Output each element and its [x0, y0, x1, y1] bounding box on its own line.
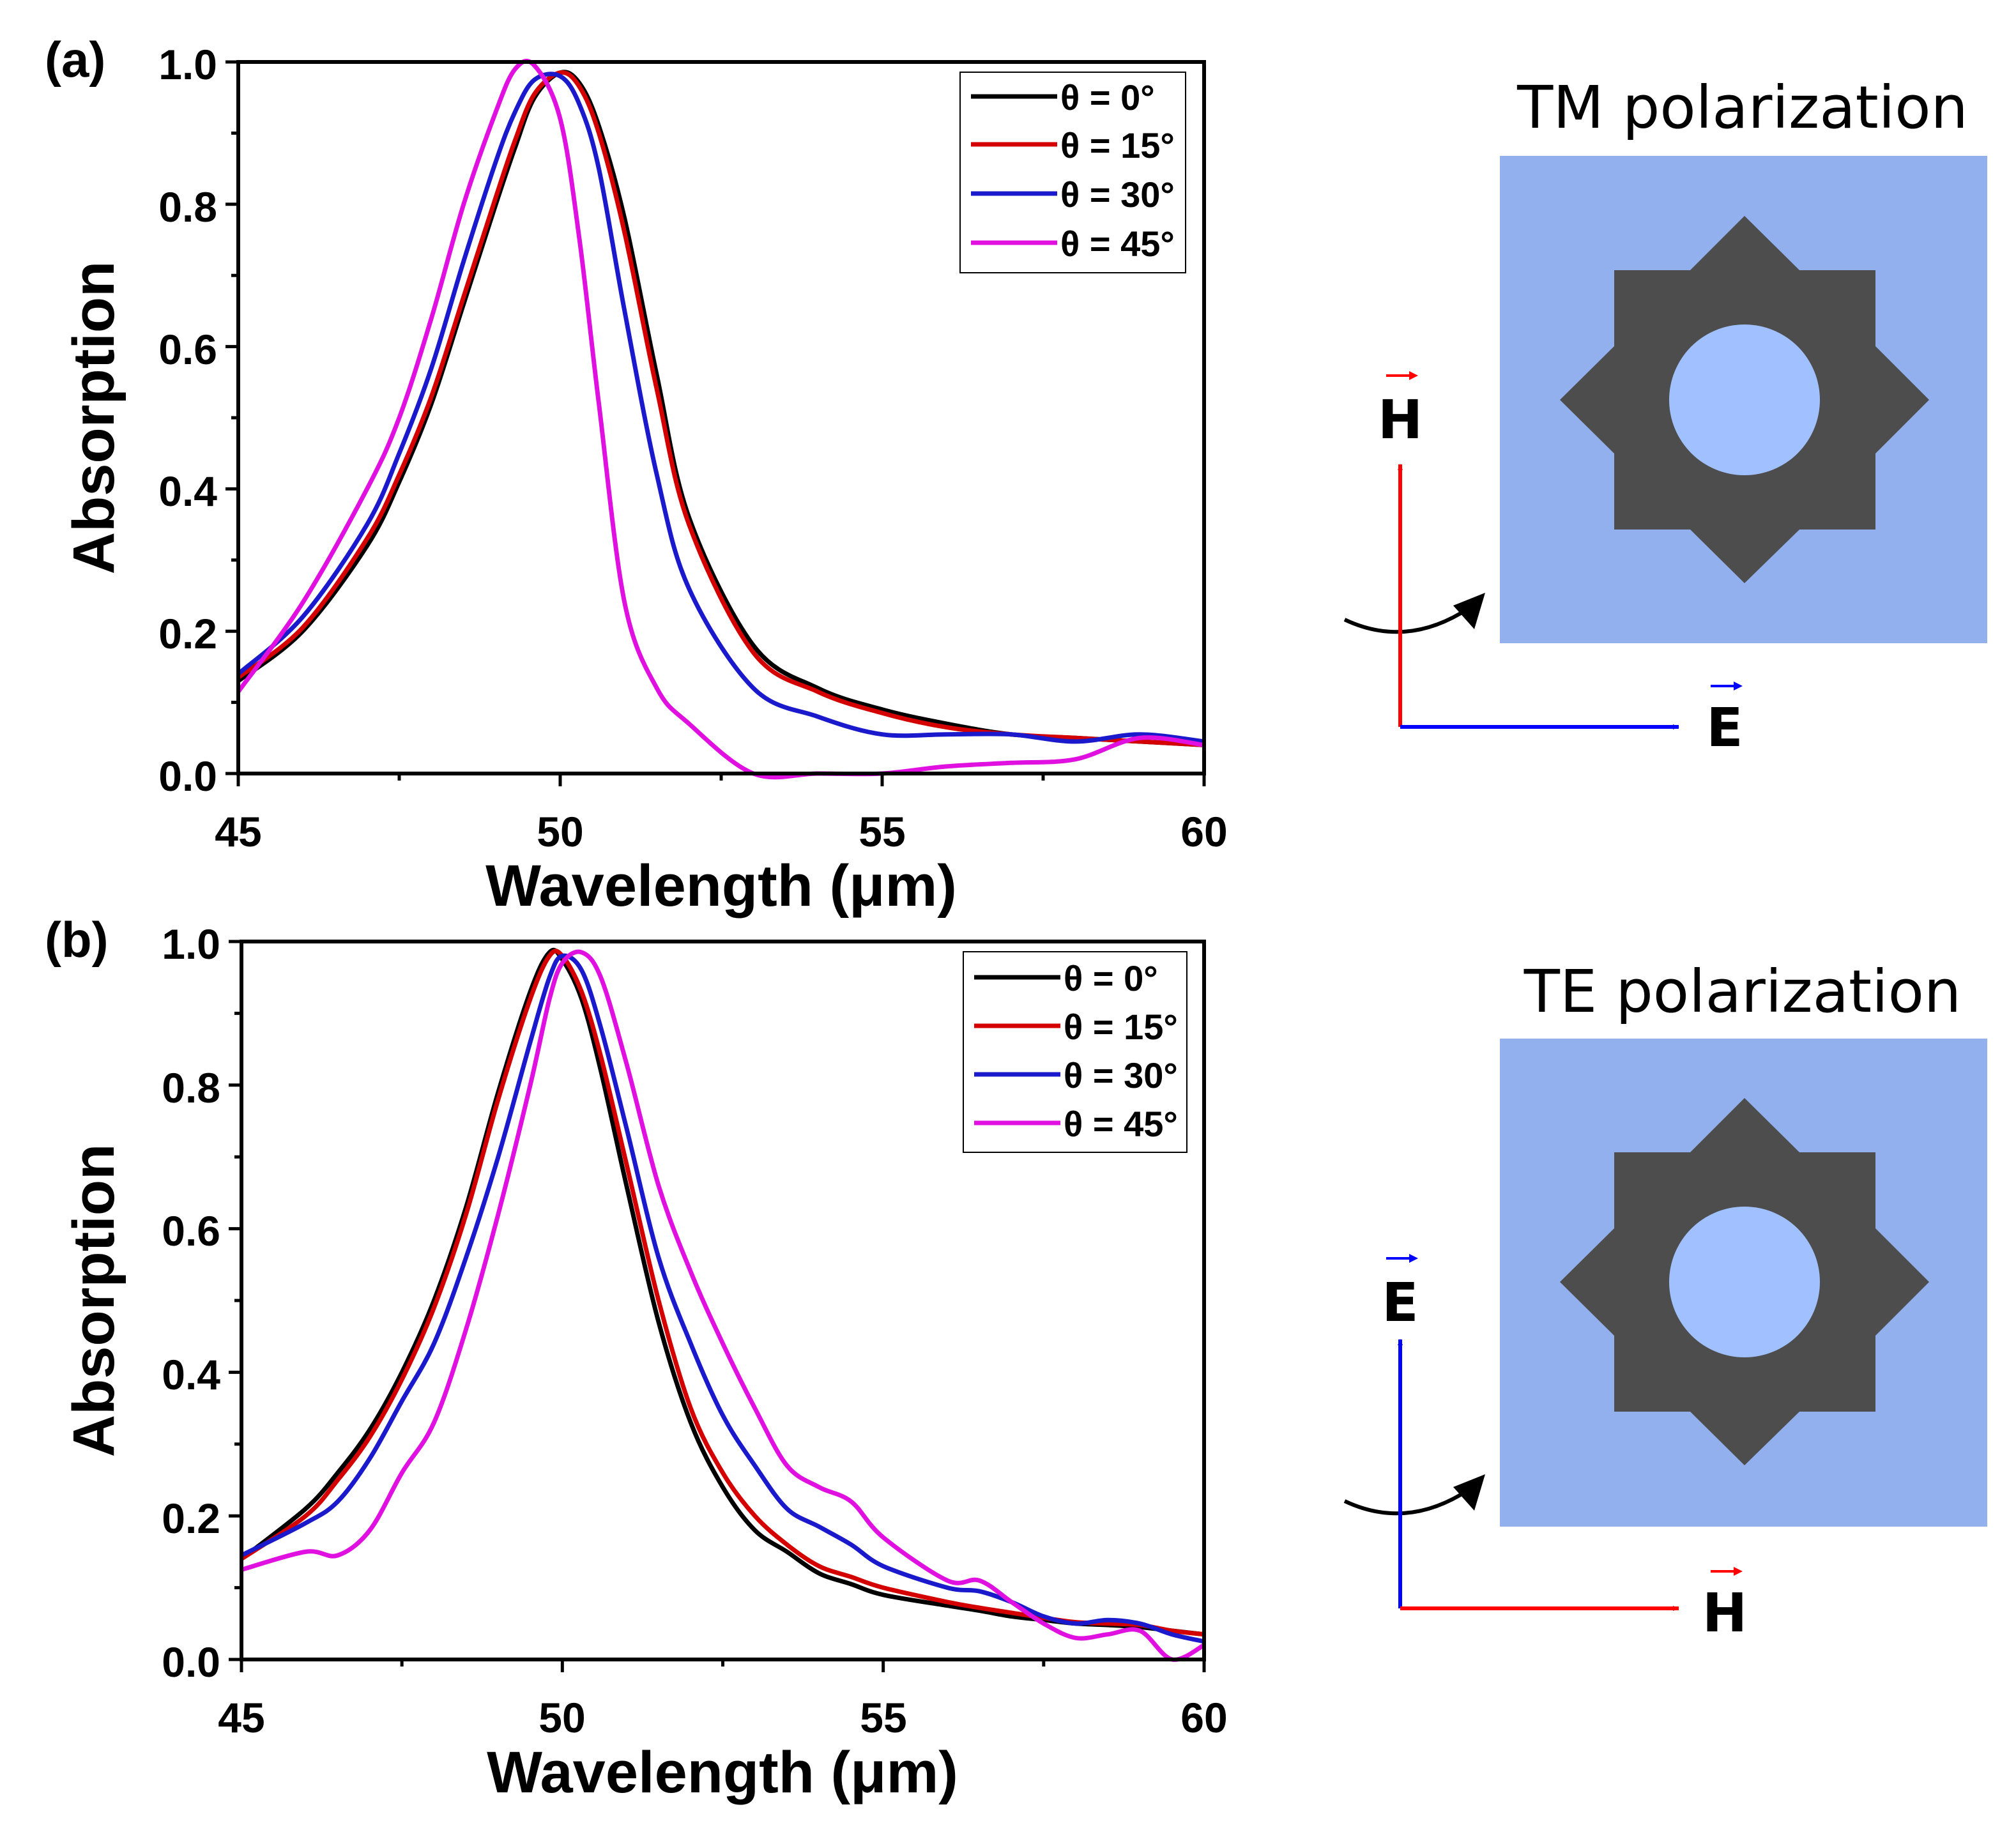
rotation-arrowhead-icon	[1453, 593, 1485, 629]
horizontal-field-label: H	[1702, 1582, 1747, 1644]
series-line-2	[236, 72, 1205, 744]
y-tick-label: 0.2	[158, 610, 217, 657]
ticks-layer	[225, 60, 1206, 786]
x-tick-label: 60	[1180, 808, 1227, 855]
rotation-arrow-icon	[1343, 1490, 1467, 1516]
rotation-arrow-icon	[1343, 608, 1467, 634]
y-tick-label: 0.0	[158, 752, 217, 800]
horizontal-field-label: E	[1706, 696, 1743, 759]
x-tick-labels: 45 50 55 60	[218, 1694, 1227, 1741]
y-tick-labels: 0.0 0.2 0.4 0.6 0.8 1.0	[158, 41, 217, 800]
schematic-te: TE polarization E H	[1343, 957, 1987, 1644]
x-tick-labels: 45 50 55 60	[215, 808, 1227, 855]
schematic-title: TE polarization	[1523, 957, 1961, 1026]
y-tick-label: 0.2	[162, 1495, 220, 1542]
legend-box	[959, 72, 1186, 273]
y-tick-label: 0.4	[158, 468, 217, 515]
y-tick-label: 0.6	[162, 1207, 220, 1255]
y-tick-label: 0.0	[162, 1638, 220, 1686]
schematic-title: TM polarization	[1516, 73, 1968, 142]
x-tick-label: 60	[1180, 1694, 1227, 1741]
legend: θ = 0° θ = 15° θ = 30° θ = 45°	[959, 72, 1186, 273]
vertical-field-label: E	[1382, 1271, 1418, 1334]
rotation-arrowhead-icon	[1453, 1474, 1485, 1511]
legend: θ = 0° θ = 15° θ = 30° θ = 45°	[963, 951, 1187, 1153]
vertical-field-label: H	[1378, 388, 1423, 451]
legend-label: θ = 30°	[1060, 174, 1175, 215]
center-hole	[1669, 1207, 1820, 1357]
y-tick-label: 0.4	[162, 1351, 220, 1398]
series-layer	[236, 58, 1205, 780]
legend-label: θ = 0°	[1064, 958, 1158, 998]
x-axis-label: Wavelength (μm)	[485, 853, 957, 919]
series-line-0	[236, 70, 1205, 747]
series-line-1	[240, 949, 1205, 1637]
legend-label: θ = 0°	[1060, 77, 1155, 118]
x-tick-label: 45	[215, 808, 261, 855]
y-axis-label: Absorption	[61, 1144, 126, 1458]
vector-arrowhead-icon	[1734, 682, 1743, 690]
y-tick-labels: 0.0 0.2 0.4 0.6 0.8 1.0	[162, 920, 220, 1686]
panel-label: (b)	[45, 912, 109, 968]
y-tick-label: 1.0	[162, 920, 220, 968]
legend-label: θ = 15°	[1064, 1007, 1178, 1047]
legend-label: θ = 15°	[1060, 125, 1175, 165]
x-tick-label: 50	[537, 808, 583, 855]
x-tick-label: 55	[859, 808, 905, 855]
x-tick-label: 45	[218, 1694, 264, 1741]
x-tick-label: 50	[538, 1694, 585, 1741]
series-line-3	[241, 949, 1205, 1662]
legend-box	[963, 951, 1187, 1153]
x-tick-label: 55	[860, 1694, 906, 1741]
legend-label: θ = 45°	[1060, 224, 1175, 264]
legend-label: θ = 45°	[1064, 1104, 1178, 1144]
legend-label: θ = 30°	[1064, 1055, 1178, 1095]
panel-a: (a) 0.0 0.2 0.4 0.6 0.8 1.0 45 50 55 60 …	[45, 31, 1228, 919]
vector-arrowhead-icon	[1409, 371, 1418, 380]
panel-b: (b) 0.0 0.2 0.4 0.6 0.8 1.0 45 50 55 60 …	[45, 912, 1228, 1805]
panel-label: (a)	[45, 31, 105, 88]
y-axis-label: Absorption	[61, 261, 126, 575]
series-line-1	[236, 70, 1205, 747]
ticks-layer	[229, 940, 1206, 1672]
series-line-0	[240, 947, 1205, 1637]
series-line-3	[236, 58, 1205, 780]
series-layer	[240, 947, 1205, 1662]
x-axis-label: Wavelength (μm)	[487, 1740, 958, 1805]
y-tick-label: 0.6	[158, 326, 217, 373]
y-tick-label: 1.0	[158, 41, 217, 88]
vector-arrowhead-icon	[1409, 1254, 1418, 1263]
y-tick-label: 0.8	[162, 1064, 220, 1111]
center-hole	[1669, 324, 1820, 475]
schematic-tm: TM polarization H E	[1343, 73, 1987, 759]
vector-arrowhead-icon	[1734, 1567, 1743, 1576]
y-tick-label: 0.8	[158, 183, 217, 231]
